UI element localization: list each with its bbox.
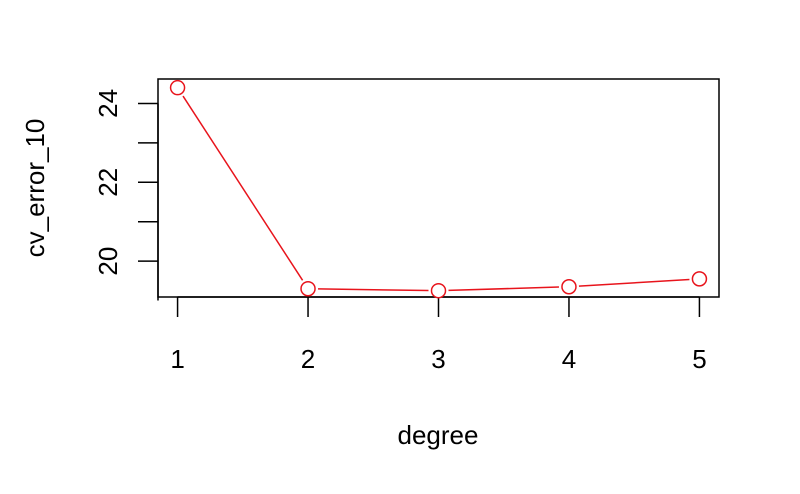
y-axis-label: cv_error_10 <box>20 119 50 258</box>
series-line-segment <box>578 278 690 287</box>
series <box>169 79 708 299</box>
y-tick-label: 24 <box>93 89 123 118</box>
data-point <box>561 279 577 295</box>
y-tick-label: 22 <box>93 168 123 197</box>
x-axis: 1 2 3 4 5 <box>170 296 707 374</box>
series-line-segment <box>318 288 429 292</box>
data-point <box>691 271 708 287</box>
x-tick-label: 2 <box>301 344 315 374</box>
data-point <box>430 282 447 299</box>
x-tick-label: 3 <box>431 344 445 374</box>
y-tick-label: 20 <box>93 247 123 276</box>
data-point <box>300 280 316 297</box>
x-tick-label: 5 <box>692 344 706 374</box>
x-tick-label: 1 <box>170 344 184 374</box>
data-point <box>169 79 186 96</box>
series-line-segment <box>448 286 559 292</box>
series-line-segment <box>182 95 304 281</box>
x-tick-label: 4 <box>562 344 576 374</box>
y-axis: 20 22 24 <box>93 89 159 301</box>
x-axis-label: degree <box>398 420 479 450</box>
